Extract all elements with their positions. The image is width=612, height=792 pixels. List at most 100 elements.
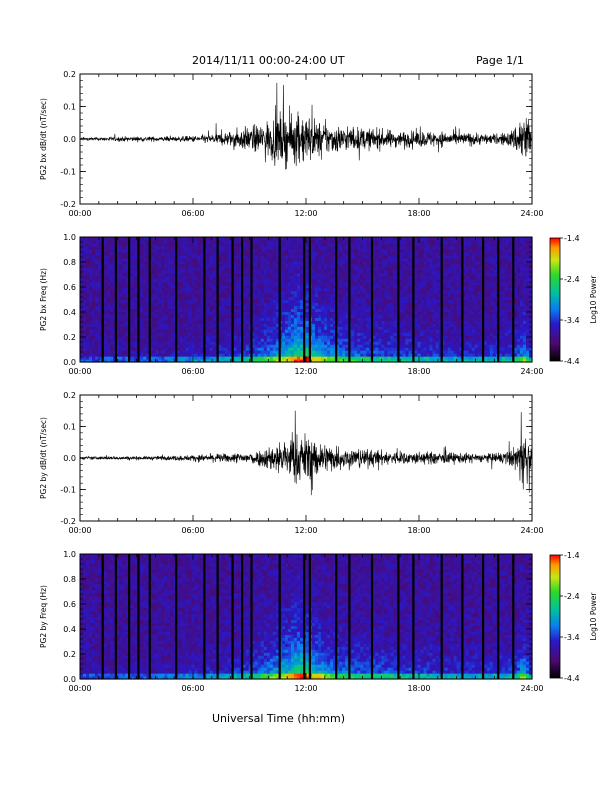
spectrogram-cell (146, 237, 150, 241)
spectrogram-cell (158, 353, 162, 357)
spectrogram-cell (116, 299, 120, 304)
spectrogram-cell (98, 287, 102, 292)
spectrogram-cell (161, 296, 165, 301)
spectrogram-cell (164, 287, 168, 292)
spectrogram-cell (119, 323, 123, 327)
spectrogram-cell (188, 329, 193, 333)
spectrogram-cell (167, 356, 171, 360)
spectrogram-cell (119, 281, 123, 286)
spectrogram-cell (176, 272, 181, 277)
spectrogram-cell (152, 260, 156, 265)
spectrogram-cell (104, 278, 108, 283)
spectrogram-cell (176, 359, 181, 363)
y-tick-label: 0.0 (63, 135, 76, 144)
spectrogram-cell (164, 284, 168, 289)
spectrogram-cell (170, 311, 175, 315)
spectrogram-cell (182, 287, 187, 292)
spectrogram-cell (188, 341, 193, 345)
spectrogram-cell (161, 347, 165, 351)
spectrogram-cell (185, 314, 190, 318)
spectrogram-cell (149, 248, 153, 253)
spectrogram-cell (185, 275, 190, 280)
spectrogram-cell (149, 290, 153, 295)
spectrogram-cell (185, 266, 190, 271)
y-tick-label: -0.1 (60, 168, 76, 177)
spectrogram-cell (176, 299, 181, 304)
spectrogram-cell (119, 329, 123, 333)
spectrogram-cell (119, 260, 123, 265)
spectrogram-cell (98, 317, 102, 321)
spectrogram-cell (161, 263, 165, 268)
spectrogram-cell (170, 323, 175, 327)
spectrogram-cell (188, 320, 193, 324)
spectrogram-cell (176, 305, 181, 310)
spectrogram-cell (167, 275, 171, 280)
spectrogram-cell (125, 302, 129, 307)
spectrogram-cell (98, 356, 102, 360)
spectrogram-cell (83, 287, 87, 292)
spectrogram-cell (110, 290, 114, 295)
spectrogram-cell (140, 239, 144, 244)
spectrogram-cell (83, 278, 87, 283)
spectrogram-cell (161, 338, 165, 342)
spectrogram-cell (104, 350, 108, 354)
spectrogram-cell (140, 260, 144, 265)
spectrogram-cell (179, 263, 184, 268)
spectrogram-cell (116, 356, 120, 360)
spectrogram-cell (140, 338, 144, 342)
spectrogram-cell (110, 254, 114, 259)
spectrogram-cell (92, 237, 96, 241)
spectrogram-cell (161, 335, 165, 339)
spectrogram-cell (146, 308, 150, 313)
spectrogram-cell (116, 338, 120, 342)
spectrogram-cell (86, 350, 90, 354)
spectrogram-cell (119, 293, 123, 298)
spectrogram-cell (140, 326, 144, 330)
spectrogram-cell (143, 290, 147, 295)
spectrogram-cell (83, 251, 87, 256)
spectrogram-cell (80, 263, 84, 268)
spectrogram-cell (167, 305, 171, 310)
spectrogram-cell (158, 248, 162, 253)
spectrogram-cell (185, 320, 190, 324)
spectrogram-cell (95, 296, 99, 301)
spectrogram-cell (107, 284, 111, 289)
spectrogram-cell (89, 263, 93, 268)
spectrogram-cell (191, 263, 196, 268)
spectrogram-cell (188, 308, 193, 313)
spectrogram-cell (185, 353, 190, 357)
spectrogram-cell (98, 347, 102, 351)
spectrogram-cell (95, 347, 99, 351)
spectrogram-cell (140, 254, 144, 259)
spectrogram-cell (92, 293, 96, 298)
spectrogram-cell (83, 296, 87, 301)
spectrogram-cell (161, 353, 165, 357)
spectrogram-cell (134, 299, 138, 304)
spectrogram-cell (179, 314, 184, 318)
spectrogram-cell (185, 239, 190, 244)
spectrogram-cell (89, 257, 93, 262)
spectrogram-cell (146, 260, 150, 265)
spectrogram-cell (182, 290, 187, 295)
spectrogram-cell (89, 272, 93, 277)
spectrogram-cell (95, 293, 99, 298)
spectrogram-cell (80, 338, 84, 342)
spectrogram-cell (191, 284, 196, 289)
spectrogram-cell (158, 350, 162, 354)
spectrogram-cell (155, 281, 159, 286)
spectrogram-cell (164, 341, 168, 345)
spectrogram-cell (176, 323, 181, 327)
spectrogram-cell (83, 237, 87, 241)
spectrogram-cell (110, 263, 114, 268)
spectrogram-cell (110, 326, 114, 330)
spectrogram-cell (155, 329, 159, 333)
spectrogram-cell (83, 245, 87, 250)
spectrogram-cell (83, 254, 87, 259)
spectrogram-cell (98, 341, 102, 345)
spectrogram-cell (161, 245, 165, 250)
spectrogram-cell (182, 245, 187, 250)
spectrogram-cell (95, 359, 99, 363)
spectrogram-cell (125, 260, 129, 265)
spectrogram-cell (170, 356, 175, 360)
spectrogram-cell (98, 245, 102, 250)
